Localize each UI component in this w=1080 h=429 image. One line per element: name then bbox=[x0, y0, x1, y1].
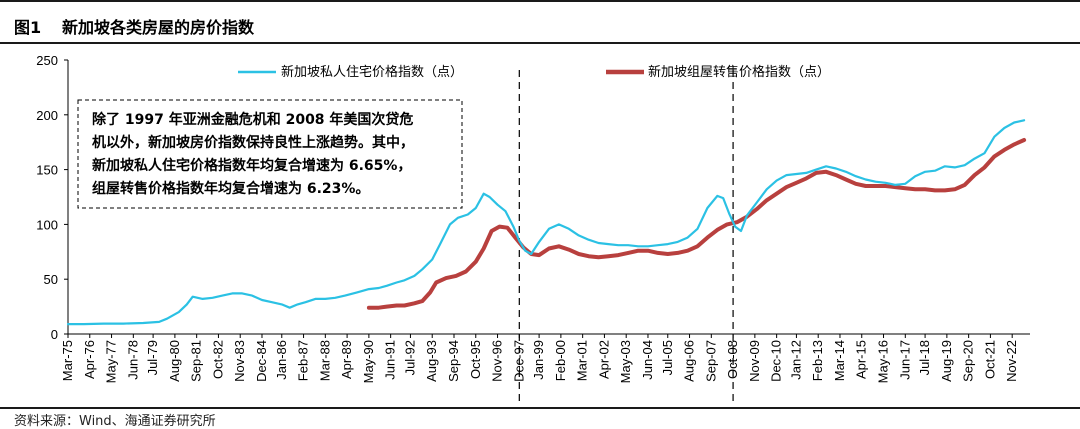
annotation-line-2: 机以外，新加坡房价指数保持良性上涨趋势。其中， bbox=[92, 134, 414, 151]
y-tick-label: 50 bbox=[44, 272, 58, 287]
x-tick-label: May-77 bbox=[104, 340, 119, 383]
x-tick-label: Feb-87 bbox=[296, 340, 311, 381]
x-tick-label: Jan-86 bbox=[274, 340, 289, 380]
x-tick-label: Apr-89 bbox=[339, 340, 354, 379]
x-tick-label: Mar-88 bbox=[317, 340, 332, 381]
x-tick-label: May-16 bbox=[876, 340, 891, 383]
figure-header: 图1 新加坡各类房屋的房价指数 bbox=[0, 0, 1080, 44]
x-tick-label: Oct-95 bbox=[468, 340, 483, 379]
x-tick-label: Jul-92 bbox=[402, 340, 417, 375]
x-tick-label: May-90 bbox=[361, 340, 376, 383]
x-tick-label: Jun-91 bbox=[383, 340, 398, 380]
series-line-private-housing bbox=[66, 119, 1026, 326]
x-tick-label: Jun-17 bbox=[897, 340, 912, 380]
series-lines bbox=[66, 119, 1027, 326]
reference-lines bbox=[518, 70, 734, 404]
legend-label-hdb: 新加坡组屋转售价格指数（点） bbox=[648, 64, 830, 80]
annotation-line-4: 组屋转售价格指数年均复合增速为 6.23%。 bbox=[92, 180, 369, 197]
x-tick-label: Oct-82 bbox=[210, 340, 225, 379]
x-tick-label: Nov-83 bbox=[232, 340, 247, 382]
x-tick-label: Sep-07 bbox=[703, 340, 718, 382]
x-tick-label: Feb-13 bbox=[810, 340, 825, 381]
x-tick-label: Jun-78 bbox=[125, 340, 140, 380]
x-tick-label: Aug-80 bbox=[167, 340, 182, 382]
annotation-border bbox=[77, 99, 463, 209]
legend: 新加坡私人住宅价格指数（点） 新加坡组屋转售价格指数（点） bbox=[238, 64, 830, 80]
x-tick-label: Dec-10 bbox=[769, 340, 784, 382]
x-tick-label: Sep-20 bbox=[961, 340, 976, 382]
series-line-hdb-resale bbox=[366, 138, 1027, 310]
x-tick-label: Nov-96 bbox=[490, 340, 505, 382]
chart-plot-area: 0 50 100 150 200 250 Mar-75 Apr-76 May-77 Jun-78 J… bbox=[36, 53, 1030, 404]
x-tick-label: Sep-81 bbox=[189, 340, 204, 382]
x-tick-label: Jul-79 bbox=[145, 340, 160, 375]
x-tick-label: Jan-12 bbox=[788, 340, 803, 380]
source-note: 资料来源：Wind、海通证券研究所 bbox=[14, 414, 216, 429]
x-tick-label: Nov-22 bbox=[1004, 340, 1019, 382]
annotation-line-1: 除了 1997 年亚洲金融危机和 2008 年美国次贷危 bbox=[92, 111, 413, 128]
x-tick-label: Jun-04 bbox=[640, 340, 655, 380]
x-tick-label: Dec-84 bbox=[254, 340, 269, 382]
x-tick-label: May-03 bbox=[618, 340, 633, 383]
y-tick-label: 150 bbox=[36, 163, 58, 178]
x-tick-label: Jul-05 bbox=[660, 340, 675, 375]
annotation-box: 除了 1997 年亚洲金融危机和 2008 年美国次贷危 机以外，新加坡房价指数… bbox=[77, 99, 463, 209]
x-tick-label: Mar-01 bbox=[575, 340, 590, 381]
x-tick-label: Jul-18 bbox=[917, 340, 932, 375]
figure-label: 图1 bbox=[14, 18, 42, 37]
x-tick-label: Aug-06 bbox=[682, 340, 697, 382]
x-tick-label: Mar-14 bbox=[832, 340, 847, 381]
x-tick-label: Apr-02 bbox=[596, 340, 611, 379]
x-tick-label: Jan-99 bbox=[531, 340, 546, 380]
axes: 0 50 100 150 200 250 Mar-75 Apr-76 May-77 Jun-78 J… bbox=[36, 53, 1030, 383]
annotation-line-3: 新加坡私人住宅价格指数年均复合增速为 6.65%， bbox=[92, 157, 411, 174]
y-tick-label: 0 bbox=[51, 327, 58, 342]
y-tick-label: 100 bbox=[36, 217, 58, 232]
x-tick-label: Oct-21 bbox=[982, 340, 997, 379]
x-tick-label: Aug-19 bbox=[939, 340, 954, 382]
x-tick-label: Nov-09 bbox=[747, 340, 762, 382]
footer-rule bbox=[0, 407, 1080, 409]
x-tick-label: Aug-93 bbox=[424, 340, 439, 382]
x-tick-label: Mar-75 bbox=[60, 340, 75, 381]
x-tick-label: Apr-15 bbox=[854, 340, 869, 379]
y-tick-label: 250 bbox=[36, 53, 58, 68]
x-tick-label: Sep-94 bbox=[446, 340, 461, 382]
y-tick-label: 200 bbox=[36, 108, 58, 123]
legend-label-private: 新加坡私人住宅价格指数（点） bbox=[281, 64, 463, 80]
figure-title: 新加坡各类房屋的房价指数 bbox=[62, 18, 255, 37]
x-tick-label: Feb-00 bbox=[553, 340, 568, 381]
x-tick-label: Apr-76 bbox=[82, 340, 97, 379]
